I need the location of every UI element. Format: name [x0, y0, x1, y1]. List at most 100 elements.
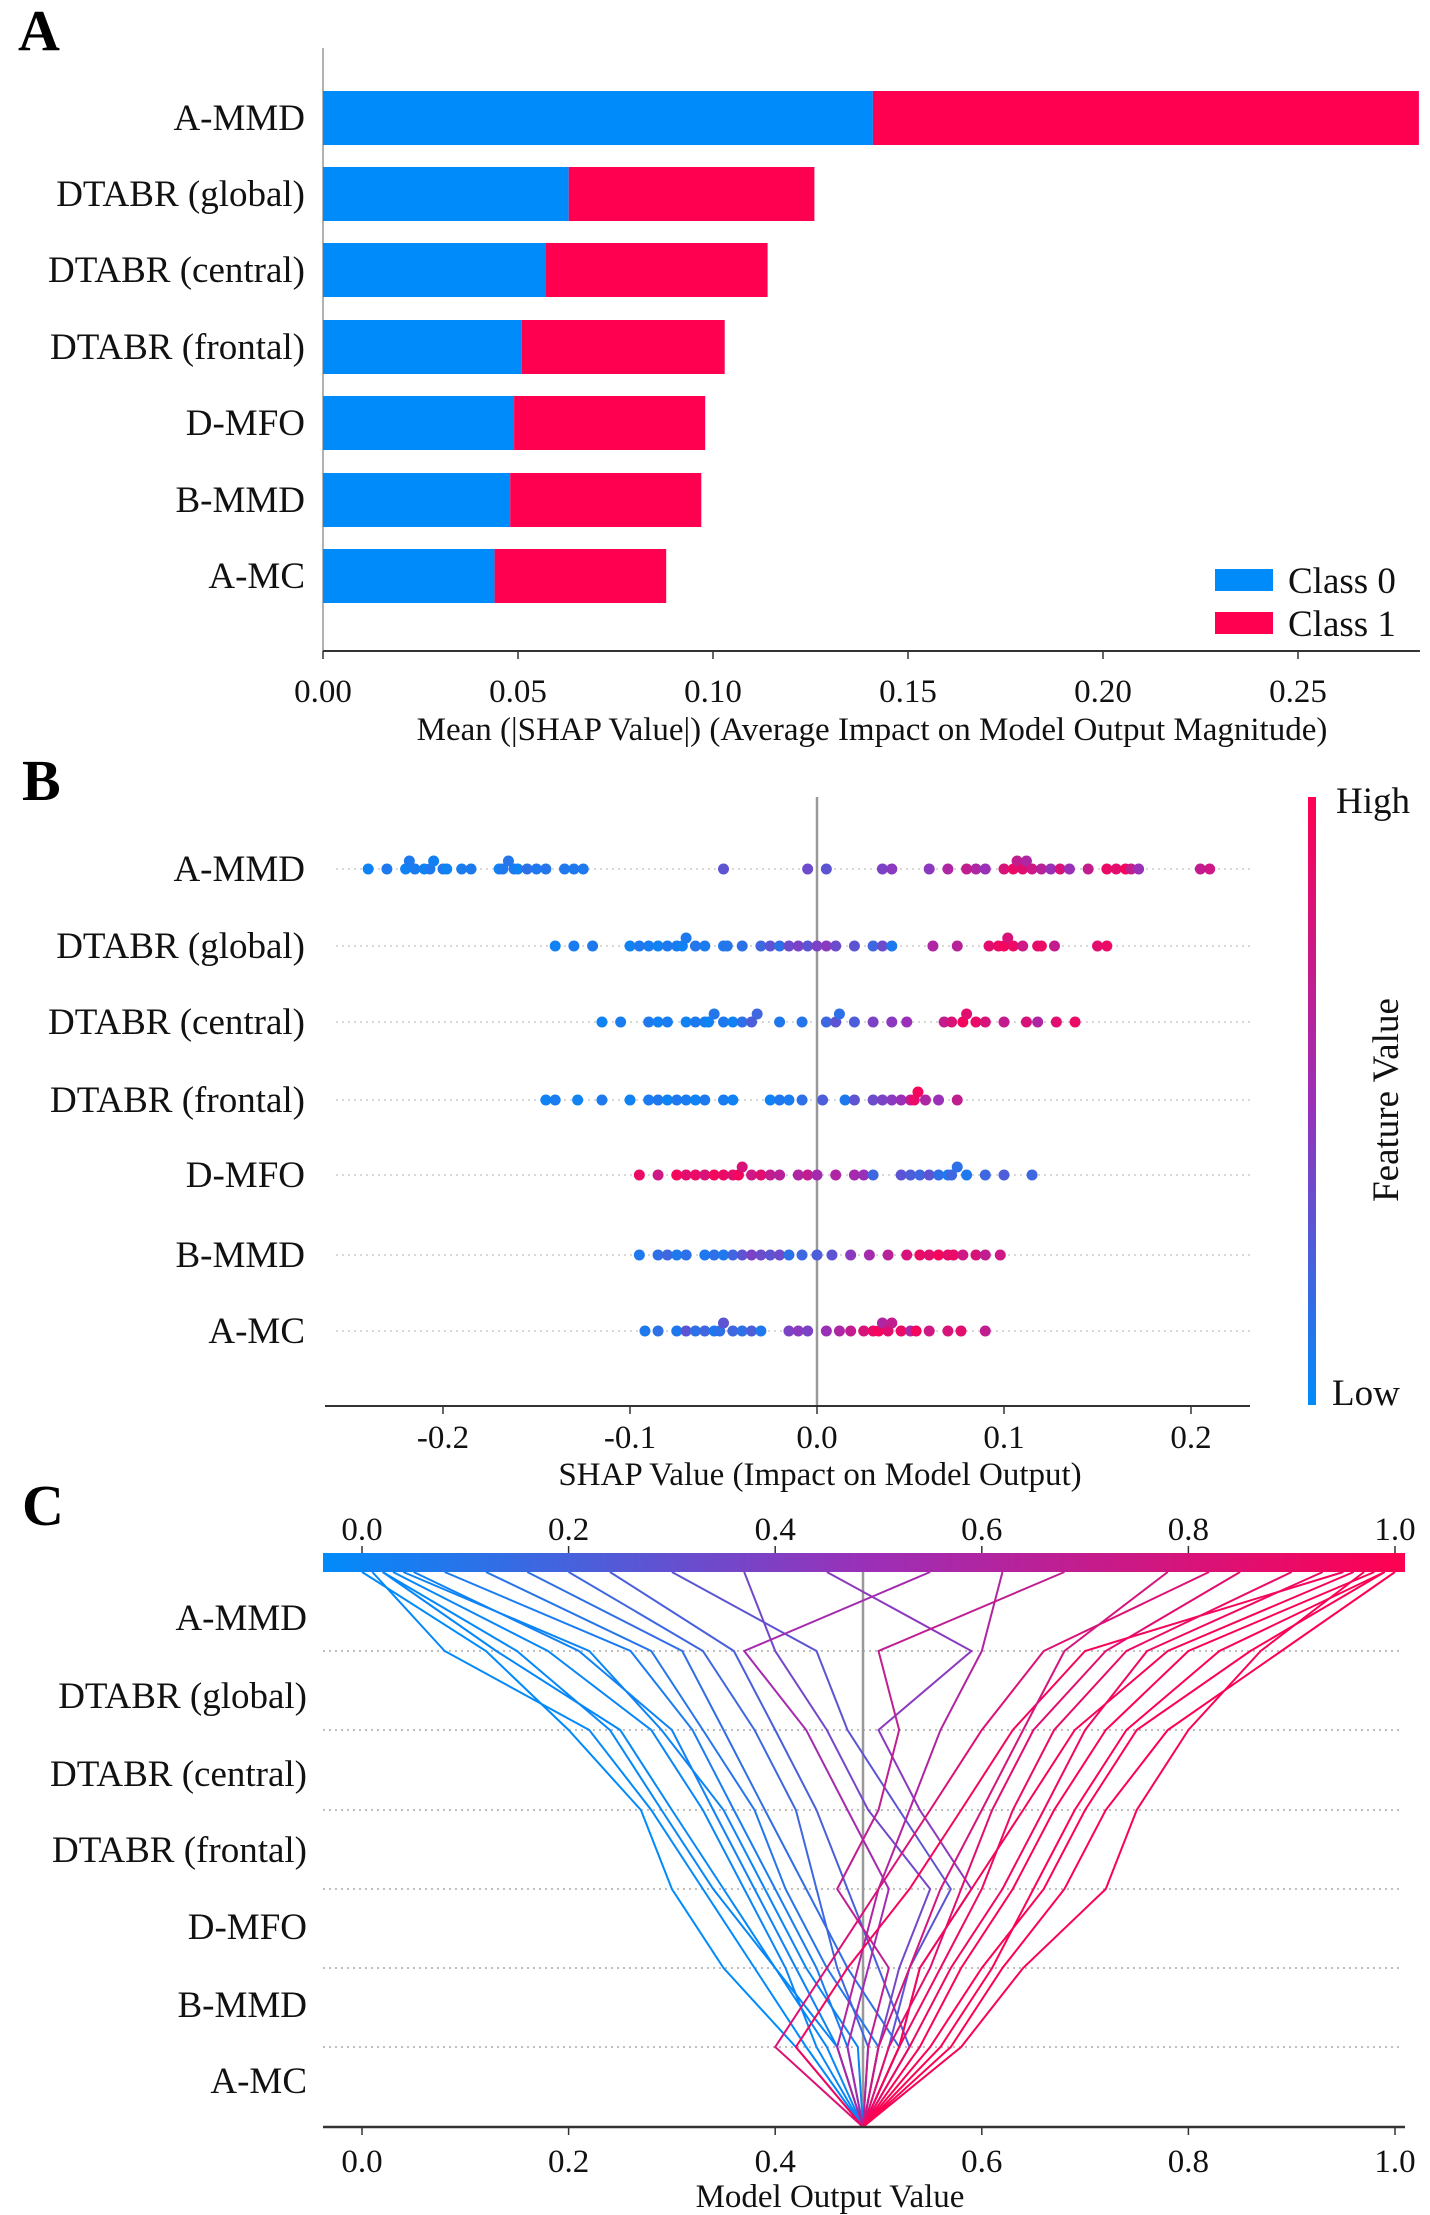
shap-point	[596, 1094, 608, 1106]
shap-point	[699, 1249, 711, 1261]
y-label: DTABR (central)	[50, 1754, 307, 1795]
shap-point	[633, 1249, 645, 1261]
bar-segment	[323, 167, 569, 221]
decision-line	[609, 1571, 911, 2128]
shap-point	[587, 940, 599, 952]
shap-point	[848, 1094, 860, 1106]
y-label: A-MC	[208, 556, 305, 597]
shap-point	[652, 1325, 664, 1337]
shap-point	[867, 1169, 879, 1181]
shap-point	[1063, 863, 1075, 875]
decision-line	[392, 1571, 864, 2128]
y-label: B-MMD	[177, 1985, 307, 2026]
decision-line	[862, 1571, 1386, 2128]
shap-point	[951, 1161, 963, 1173]
decision-line	[568, 1571, 870, 2128]
shap-point	[863, 1249, 875, 1261]
shap-point	[1082, 863, 1094, 875]
shap-point	[1026, 863, 1038, 875]
shap-point	[886, 940, 898, 952]
decision-line	[862, 1571, 1365, 2128]
top-x-tick-label: 1.0	[1374, 1512, 1415, 1548]
shap-point	[979, 863, 991, 875]
shap-point	[826, 1249, 838, 1261]
shap-point	[895, 1325, 907, 1337]
shap-point	[914, 1249, 926, 1261]
shap-point	[796, 1094, 808, 1106]
shap-point	[923, 1325, 935, 1337]
bar-segment	[323, 91, 873, 145]
bar-segment	[323, 549, 495, 603]
x-tick-label: 0.6	[961, 2144, 1002, 2180]
shap-point	[998, 863, 1010, 875]
decision-line	[794, 1571, 1344, 2128]
shap-point	[774, 1094, 786, 1106]
shap-point	[652, 1169, 664, 1181]
shap-point	[914, 1169, 926, 1181]
shap-point	[680, 1016, 692, 1028]
shap-point	[1204, 863, 1216, 875]
shap-point	[689, 1169, 701, 1181]
x-tick-label: 0.0	[341, 2144, 382, 2180]
shap-point	[512, 863, 524, 875]
decision-marks: 0.0 0.0 0.2 0.2 0.4 0.4 0.6 0.6 0.8 0.8 1.0 1.0	[323, 1512, 1416, 2180]
decision-line	[773, 1571, 1210, 2128]
legend-label-class-0: Class 0	[1288, 561, 1396, 602]
decision-line	[862, 1571, 1293, 2128]
y-label: DTABR (central)	[48, 250, 305, 291]
decision-line	[444, 1571, 864, 2128]
shap-point	[970, 1249, 982, 1261]
shap-point	[1133, 863, 1145, 875]
decision-line	[485, 1571, 880, 2128]
shap-point	[895, 1169, 907, 1181]
shap-point	[811, 1249, 823, 1261]
shap-point	[1045, 863, 1057, 875]
top-x-tick-label: 0.2	[548, 1512, 589, 1548]
shap-point	[671, 1094, 683, 1106]
shap-point	[727, 1249, 739, 1261]
shap-point	[1035, 940, 1047, 952]
shap-point	[746, 1169, 758, 1181]
shap-point	[833, 1008, 845, 1020]
shap-point	[774, 1249, 786, 1261]
shap-point	[689, 940, 701, 952]
shap-point	[923, 863, 935, 875]
shap-point	[1101, 940, 1113, 952]
shap-point	[783, 940, 795, 952]
colorbar-low-label: Low	[1332, 1373, 1400, 1414]
y-label: D-MFO	[186, 403, 305, 444]
shap-point	[746, 1249, 758, 1261]
shap-point	[783, 1249, 795, 1261]
shap-point	[633, 940, 645, 952]
decision-line	[382, 1571, 864, 2128]
shap-point	[699, 940, 711, 952]
shap-point	[979, 1169, 991, 1181]
shap-point	[1017, 940, 1029, 952]
shap-point	[845, 1325, 857, 1337]
shap-point	[531, 863, 542, 875]
shap-point	[901, 1016, 913, 1028]
shap-point	[910, 1325, 922, 1337]
shap-point	[441, 863, 453, 875]
y-label: D-MFO	[186, 1155, 305, 1196]
shap-point	[755, 1169, 767, 1181]
shap-point	[783, 1325, 795, 1337]
y-label: A-MMD	[173, 849, 305, 890]
bar-segment	[323, 243, 546, 297]
x-tick-label: 0.1	[983, 1420, 1024, 1456]
shap-point	[708, 1249, 720, 1261]
y-label: DTABR (global)	[56, 926, 305, 967]
shap-point	[764, 1249, 776, 1261]
shap-point	[615, 1016, 627, 1028]
bar-segment	[494, 549, 667, 603]
shap-point	[998, 1016, 1010, 1028]
shap-point	[858, 1325, 870, 1337]
shap-point	[671, 1325, 683, 1337]
shap-point	[1032, 1016, 1044, 1028]
x-tick-label: -0.2	[417, 1420, 469, 1456]
y-label: DTABR (frontal)	[52, 1830, 307, 1871]
shap-point	[802, 863, 814, 875]
shap-point	[994, 1249, 1006, 1261]
bar-segment	[323, 473, 511, 527]
